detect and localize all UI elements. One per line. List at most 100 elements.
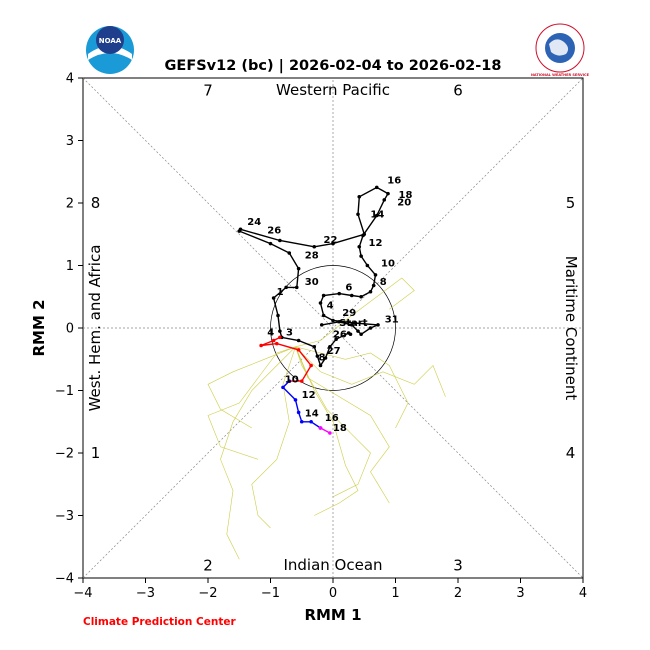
observed-point	[271, 296, 276, 300]
observed-day-label: 28	[305, 251, 319, 262]
observed-point	[328, 344, 332, 349]
observed-day-label: 31	[385, 314, 399, 325]
observed-point	[319, 323, 324, 327]
x-tick-label: −2	[198, 586, 217, 601]
x-tick-label: −1	[261, 586, 280, 601]
observed-day-label: 16	[387, 176, 401, 187]
forecast-week-1-day-label: 4	[267, 327, 274, 338]
observed-point	[321, 313, 326, 318]
ensemble-member-line-4	[207, 346, 296, 460]
observed-point	[376, 323, 380, 327]
observed-day-label: 20	[397, 197, 411, 208]
observed-point	[371, 283, 376, 288]
observed-point	[368, 326, 373, 330]
observed-point	[278, 238, 282, 243]
observed-day-label: 26	[267, 226, 281, 237]
ensemble-member-line-8	[295, 346, 371, 498]
observed-day-label: Start	[339, 318, 368, 329]
y-tick-label: −3	[55, 509, 74, 524]
phase-number-8: 8	[91, 194, 101, 212]
observed-point	[312, 244, 317, 249]
forecast-week-2-day-label: 16	[325, 413, 339, 424]
chart-title: GEFSv12 (bc) | 2026-02-04 to 2026-02-18	[165, 58, 502, 74]
x-tick-label: 0	[329, 586, 337, 601]
forecast-week-1-day-label: 8	[319, 352, 326, 363]
observed-day-label: 18	[399, 190, 413, 201]
ensemble-member-line-2	[295, 346, 390, 504]
observed-point	[359, 332, 363, 337]
x-tick-label: −3	[136, 586, 155, 601]
observed-point	[296, 338, 301, 343]
forecast-week-2-point	[287, 379, 292, 383]
observed-day-label: 29	[342, 308, 356, 319]
observed-point	[312, 344, 317, 349]
observed-day-label: 30	[305, 277, 319, 288]
x-tick-label: 3	[516, 586, 524, 601]
region-label-right: Maritime Continent	[562, 256, 580, 401]
forecast-week-2-point	[296, 410, 301, 415]
forecast-week-2-point	[293, 398, 298, 402]
y-tick-label: −1	[55, 384, 74, 399]
ensemble-member-line-5	[295, 346, 359, 516]
forecast-week-3-day-label: 18	[333, 423, 347, 434]
ensemble-member-line-9	[207, 346, 296, 429]
nws-logo-text: NATIONAL WEATHER SERVICE	[531, 73, 590, 77]
observed-point	[337, 319, 342, 324]
observed-point	[237, 229, 242, 233]
noaa-logo: NOAA	[86, 26, 134, 74]
observed-point	[315, 354, 320, 358]
phase-number-3: 3	[453, 557, 463, 575]
noaa-logo-text: NOAA	[99, 37, 122, 45]
observed-point	[373, 273, 378, 277]
forecast-week-1-point	[274, 341, 279, 346]
forecast-week-1-point	[296, 348, 301, 352]
forecast-week-1-point	[271, 338, 276, 343]
x-axis-title: RMM 1	[304, 606, 361, 624]
forecast-week-2-day-label: 12	[302, 390, 316, 401]
observed-day-label: 1	[277, 287, 284, 298]
observed-day-label: 6	[345, 282, 352, 293]
observed-day-label: 14	[370, 209, 384, 220]
forecast-week-1-point	[309, 363, 313, 368]
phase-number-6: 6	[453, 82, 463, 100]
observed-point	[359, 294, 363, 299]
observed-point	[349, 293, 354, 298]
observed-point	[368, 289, 373, 294]
observed-point	[294, 285, 299, 290]
y-axis-title: RMM 2	[30, 299, 48, 356]
observed-point	[287, 251, 292, 255]
observed-point	[268, 241, 273, 246]
observed-point	[359, 254, 363, 258]
forecast-week-1-day-label: 3	[286, 327, 293, 338]
forecast-week-2-point	[309, 419, 313, 424]
y-tick-label: 3	[66, 134, 74, 149]
observed-line	[238, 186, 389, 368]
phase-number-4: 4	[566, 444, 576, 462]
observed-point	[356, 212, 360, 217]
y-tick-label: 1	[66, 259, 74, 274]
forecast-week-2-day-label: 10	[285, 374, 299, 385]
unit-circle	[270, 265, 396, 391]
observed-point	[362, 232, 367, 237]
phase-number-5: 5	[566, 194, 576, 212]
y-tick-label: −4	[55, 572, 74, 587]
observed-point	[337, 291, 342, 296]
observed-point	[349, 323, 354, 327]
y-tick-label: 0	[66, 322, 74, 337]
observed-day-label: 22	[324, 235, 338, 246]
observed-point	[323, 356, 328, 360]
observed-point	[348, 332, 353, 337]
ensemble-member-line-3	[295, 346, 446, 397]
forecast-week-1-point	[259, 343, 263, 348]
ensemble-member-line-6	[295, 277, 415, 348]
observed-point	[365, 263, 370, 268]
observed-point	[386, 191, 390, 196]
observed-point	[318, 301, 323, 305]
ensemble-member-line-10	[295, 346, 409, 429]
credit-text: Climate Prediction Center	[83, 616, 236, 628]
forecast-week-2-point	[281, 385, 285, 390]
phase-number-7: 7	[203, 82, 213, 100]
observed-point	[331, 241, 335, 246]
observed-day-label: 24	[247, 217, 261, 228]
